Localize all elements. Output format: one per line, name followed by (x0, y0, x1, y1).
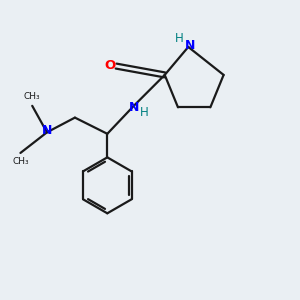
Text: N: N (184, 39, 195, 52)
Text: H: H (140, 106, 149, 119)
Text: H: H (175, 32, 184, 45)
Text: CH₃: CH₃ (12, 158, 29, 166)
Text: N: N (42, 124, 53, 137)
Text: O: O (104, 59, 115, 72)
Text: CH₃: CH₃ (24, 92, 40, 101)
Text: N: N (129, 101, 140, 114)
